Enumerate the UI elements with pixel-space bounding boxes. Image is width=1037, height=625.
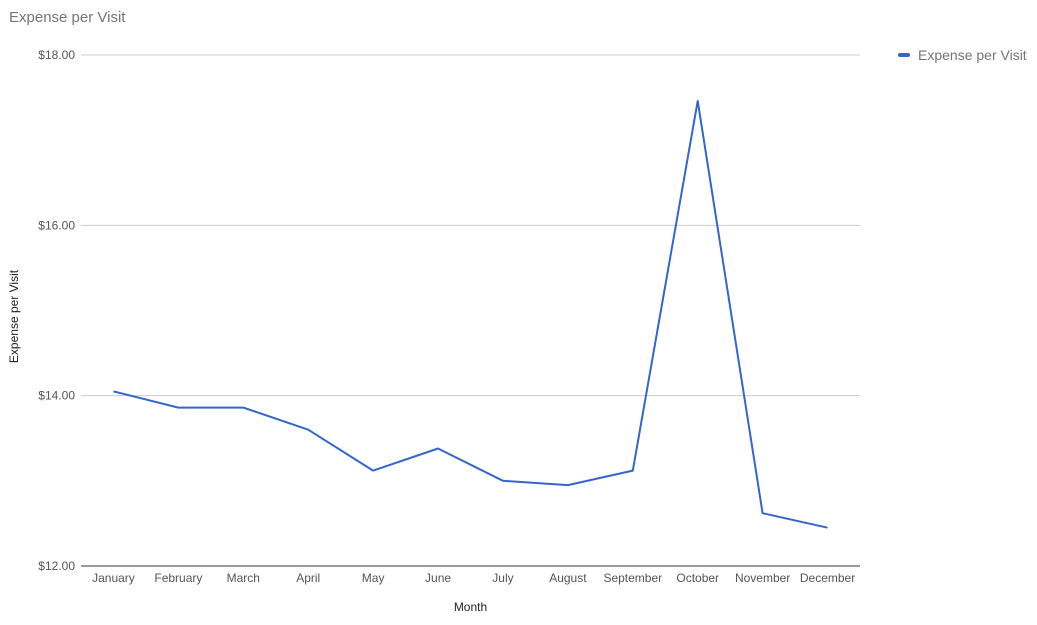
x-tick-label: November <box>735 571 790 585</box>
y-axis-ticks: $12.00 $14.00 $16.00 $18.00 <box>38 48 75 573</box>
data-point[interactable] <box>759 509 767 517</box>
legend[interactable]: Expense per Visit <box>898 47 1027 63</box>
x-tick-label: July <box>492 571 513 585</box>
legend-label: Expense per Visit <box>918 47 1027 63</box>
data-point[interactable] <box>304 426 312 434</box>
data-point[interactable] <box>694 97 702 105</box>
x-tick-label: May <box>362 571 385 585</box>
x-tick-label: December <box>800 571 855 585</box>
data-point[interactable] <box>174 404 182 412</box>
x-axis-ticks: January February March April May June July Augu… <box>92 571 855 585</box>
gridlines <box>81 54 860 567</box>
x-tick-label: April <box>296 571 320 585</box>
x-tick-label: June <box>425 571 451 585</box>
x-tick-label: October <box>676 571 719 585</box>
data-point[interactable] <box>824 524 832 532</box>
data-point[interactable] <box>239 404 247 412</box>
series-layer <box>109 97 832 532</box>
series-line[interactable] <box>113 100 828 529</box>
legend-swatch <box>898 53 910 57</box>
y-tick-label: $14.00 <box>38 389 75 403</box>
y-tick-label: $16.00 <box>38 218 75 232</box>
data-point[interactable] <box>434 444 442 452</box>
x-tick-label: January <box>92 571 135 585</box>
x-tick-label: August <box>549 571 587 585</box>
y-tick-label: $18.00 <box>38 48 75 62</box>
y-axis-title: Expense per Visit <box>7 269 21 363</box>
data-point[interactable] <box>629 467 637 475</box>
data-point[interactable] <box>499 477 507 485</box>
x-axis-title: Month <box>454 600 487 614</box>
y-tick-label: $12.00 <box>38 559 75 573</box>
data-point[interactable] <box>564 481 572 489</box>
data-point[interactable] <box>109 387 117 395</box>
data-point[interactable] <box>369 467 377 475</box>
chart-title: Expense per Visit <box>9 9 126 26</box>
x-tick-label: September <box>603 571 662 585</box>
x-tick-label: February <box>154 571 202 585</box>
x-tick-label: March <box>227 571 260 585</box>
